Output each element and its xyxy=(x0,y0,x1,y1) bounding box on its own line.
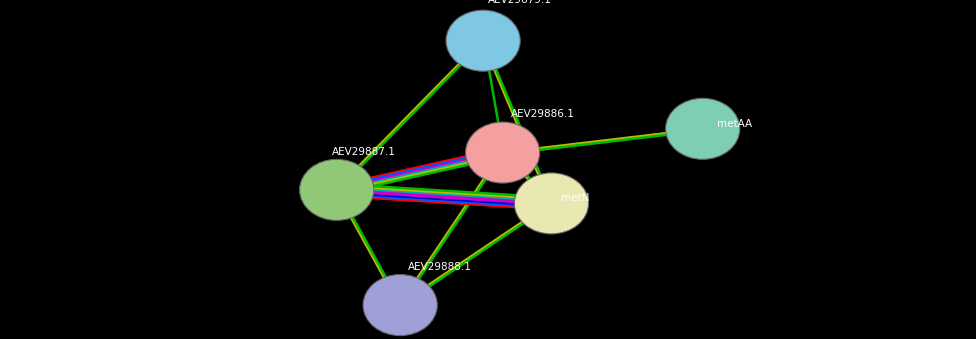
Ellipse shape xyxy=(446,10,520,71)
Text: metAA: metAA xyxy=(717,119,752,129)
Ellipse shape xyxy=(363,275,437,336)
Ellipse shape xyxy=(666,98,740,159)
Text: AEV29679.1: AEV29679.1 xyxy=(488,0,551,5)
Ellipse shape xyxy=(466,122,540,183)
Ellipse shape xyxy=(514,173,589,234)
Ellipse shape xyxy=(300,159,374,220)
Text: metN: metN xyxy=(561,194,590,203)
Text: AEV29888.1: AEV29888.1 xyxy=(408,262,471,272)
Text: AEV29887.1: AEV29887.1 xyxy=(332,147,395,157)
Text: AEV29886.1: AEV29886.1 xyxy=(510,109,574,119)
